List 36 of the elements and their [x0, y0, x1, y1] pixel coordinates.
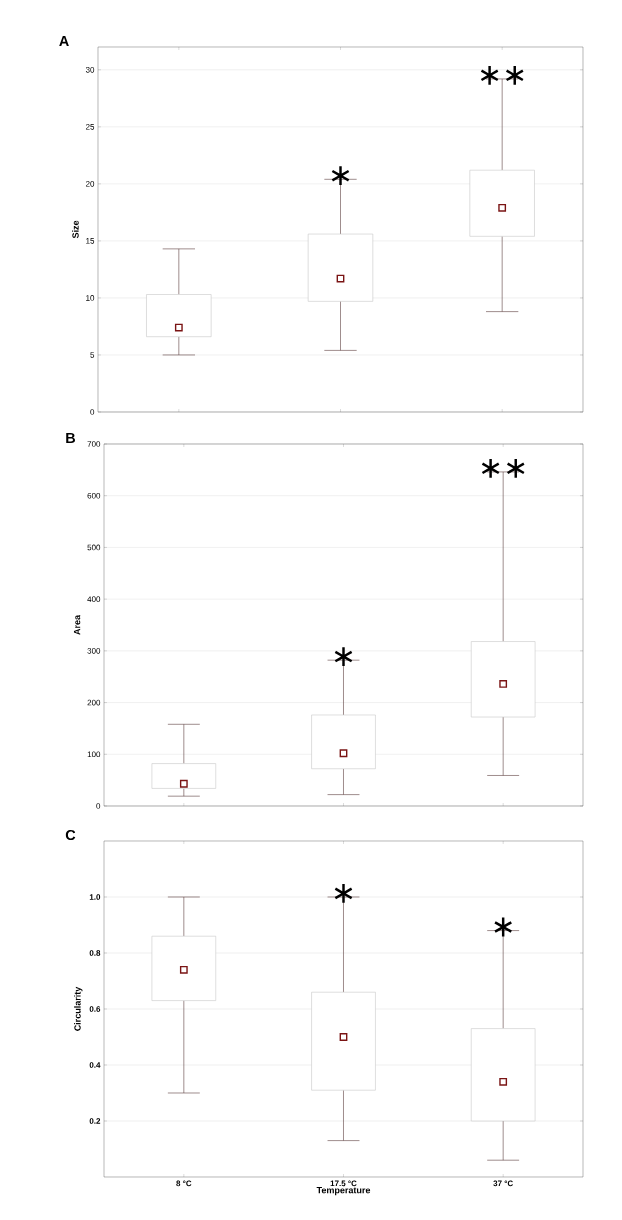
y-tick-label: 0	[96, 803, 101, 809]
y-tick-label: 100	[87, 751, 101, 758]
annotation: ∗	[331, 166, 350, 186]
annotation: ∗∗	[481, 458, 525, 478]
x-tick-label: 37 °C	[493, 1180, 513, 1187]
y-axis-title: Area	[73, 614, 81, 635]
y-tick-label: 200	[87, 699, 101, 706]
y-tick-label: 400	[87, 596, 101, 602]
y-tick-label: 30	[85, 66, 95, 73]
x-tick-label: 17.5 °C	[330, 1180, 357, 1187]
y-tick-label: 500	[87, 544, 101, 551]
annotation: ∗	[334, 883, 353, 903]
y-axis-title: Circularity	[74, 986, 83, 1031]
y-tick-label: 15	[86, 238, 95, 244]
chart-title: B	[66, 433, 76, 443]
x-axis-title: Temperature	[316, 1187, 371, 1196]
y-tick-label: 0	[90, 409, 95, 415]
annotation: ∗	[494, 917, 512, 937]
y-tick-label: 0.6	[89, 1006, 101, 1012]
annotation: ∗∗	[480, 65, 524, 85]
y-tick-label: 10	[86, 295, 95, 301]
y-tick-label: 0.8	[89, 950, 101, 956]
y-axis-title: Size	[72, 220, 79, 239]
chart-title: C	[65, 829, 76, 841]
x-tick-label: 8 °C	[176, 1180, 192, 1187]
y-tick-label: 700	[87, 441, 101, 447]
y-tick-label: 300	[87, 648, 101, 654]
y-tick-label: 0.2	[89, 1118, 101, 1124]
y-tick-label: 1.0	[89, 894, 101, 900]
chart-title: A	[59, 36, 69, 46]
y-tick-label: 0.4	[89, 1062, 101, 1068]
annotation: ∗	[334, 647, 353, 666]
y-tick-label: 5	[90, 352, 95, 358]
y-tick-label: 20	[85, 181, 95, 187]
y-tick-label: 25	[85, 124, 95, 130]
y-tick-label: 600	[87, 492, 101, 499]
